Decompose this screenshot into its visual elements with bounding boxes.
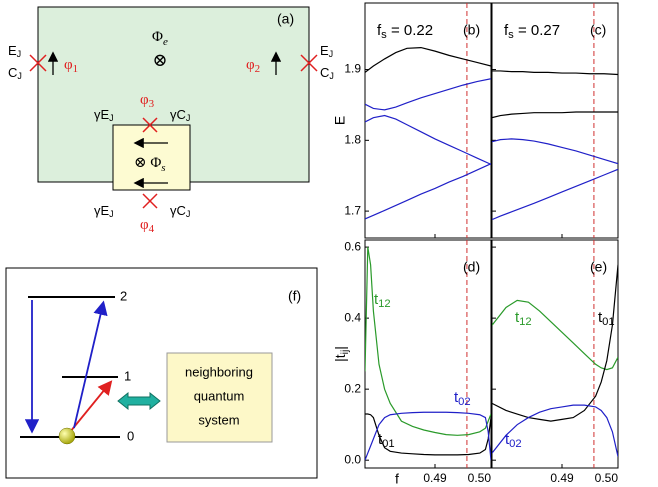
label: φ2 [246,57,260,74]
series-line [492,299,618,371]
label: γCJ [170,107,190,123]
y-tick-label: 1.8 [344,132,361,146]
curve-label-main: t [598,309,603,326]
series-line [492,404,618,457]
curve-label-main: t [374,291,379,308]
series-line [492,264,618,422]
panel-label: (f) [288,288,301,304]
curve-label-sub: 02 [509,438,522,450]
y-tick-label: 1.9 [344,62,361,76]
label: EJ [320,43,333,59]
curve-label: t02 [454,389,471,408]
x-tick-label: 0.50 [468,471,492,485]
label: CJ [8,65,22,81]
series-line [365,114,491,165]
label: CJ [320,65,334,81]
curve-label-sub: 01 [602,316,615,328]
label: φ4 [140,217,155,234]
plot-frame [491,239,619,469]
curve-label: t12 [515,309,532,328]
y-tick-label: 0.2 [344,381,361,395]
x-tick-label: 0.49 [423,471,447,485]
label: ⊗ Φs [134,155,166,173]
coupling-arrow [117,391,161,411]
label: ⊗ [152,50,167,70]
panel-label: (d) [463,259,480,275]
arrows [47,51,282,189]
state-ball [58,427,76,445]
y-axis-label-rest: | [332,346,348,350]
annotation-main: f [377,22,382,39]
series-line [365,46,491,73]
label: γEJ [94,107,114,123]
series-line [365,78,491,111]
curve-label: t01 [378,431,395,450]
series-line [365,413,491,456]
curve-label-sub: 01 [382,438,395,450]
plot-frame [491,2,619,239]
level-label: 1 [124,368,131,383]
system-label: quantum [194,388,245,403]
annotation-sub: s [508,29,514,41]
plot-frame [364,2,492,239]
curve-label: t01 [598,309,615,328]
label: γEJ [94,203,114,219]
junctions [29,54,318,209]
annotation-rest: = 0.27 [514,22,560,39]
panel-label: (a) [277,11,294,27]
series-line [492,111,618,119]
system-box [166,352,273,443]
y-tick-label: 0.0 [344,452,361,466]
y-axis-label-main: |t [332,354,348,362]
curve-label-main: t [515,309,520,326]
panel-label: (b) [463,22,480,38]
level-diagram: 0 1 2 neighboring quantum system (f) [5,267,318,479]
circuit-diagram: EJ CJ φ1 φ2 EJ CJ Φe ⊗ φ3 γEJ γCJ ⊗ Φs γ… [8,6,334,235]
series-line [365,163,491,220]
level-label: 0 [127,428,134,443]
x-tick-label: 0.49 [550,471,574,485]
series-line [492,168,618,221]
curve-label: t02 [505,431,522,450]
series-line [492,70,618,76]
curve-label-main: t [378,431,383,448]
arrow [69,380,113,433]
system-label: system [198,412,239,427]
curve-label-sub: 12 [378,298,391,310]
y-tick-label: 0.4 [344,310,361,324]
panel-label: (c) [590,22,606,38]
annotation: fs = 0.22 [377,22,433,41]
curve-label-main: t [505,431,510,448]
label: φ3 [140,92,155,109]
y-tick-label: 0.6 [344,239,361,253]
annotation: fs = 0.27 [504,22,560,41]
curve-label-sub: 12 [519,316,532,328]
curve-label-sub: 02 [458,396,471,408]
x-tick-label: 0.50 [595,471,619,485]
label: φ1 [64,57,78,74]
annotation-sub: s [381,29,387,41]
series-line [492,138,618,165]
curve-label: t12 [374,291,391,310]
x-axis-label: f [395,471,399,487]
label: γCJ [170,203,190,219]
series-line [365,247,491,436]
y-axis-label: |tij| [332,346,351,362]
y-axis-label: E [332,116,348,125]
annotation-main: f [504,22,509,39]
inner-loop [112,124,191,191]
y-axis-label-sub: ij [339,350,351,355]
arrow [73,300,108,429]
annotation-rest: = 0.22 [387,22,433,39]
y-tick-label: 1.7 [344,203,361,217]
system-label: neighboring [185,364,253,379]
panel-label: (e) [590,259,607,275]
curve-label-main: t [454,389,459,406]
level-label: 2 [120,288,127,303]
series-line [365,411,491,461]
label: EJ [8,43,21,59]
label: Φe [152,29,168,47]
